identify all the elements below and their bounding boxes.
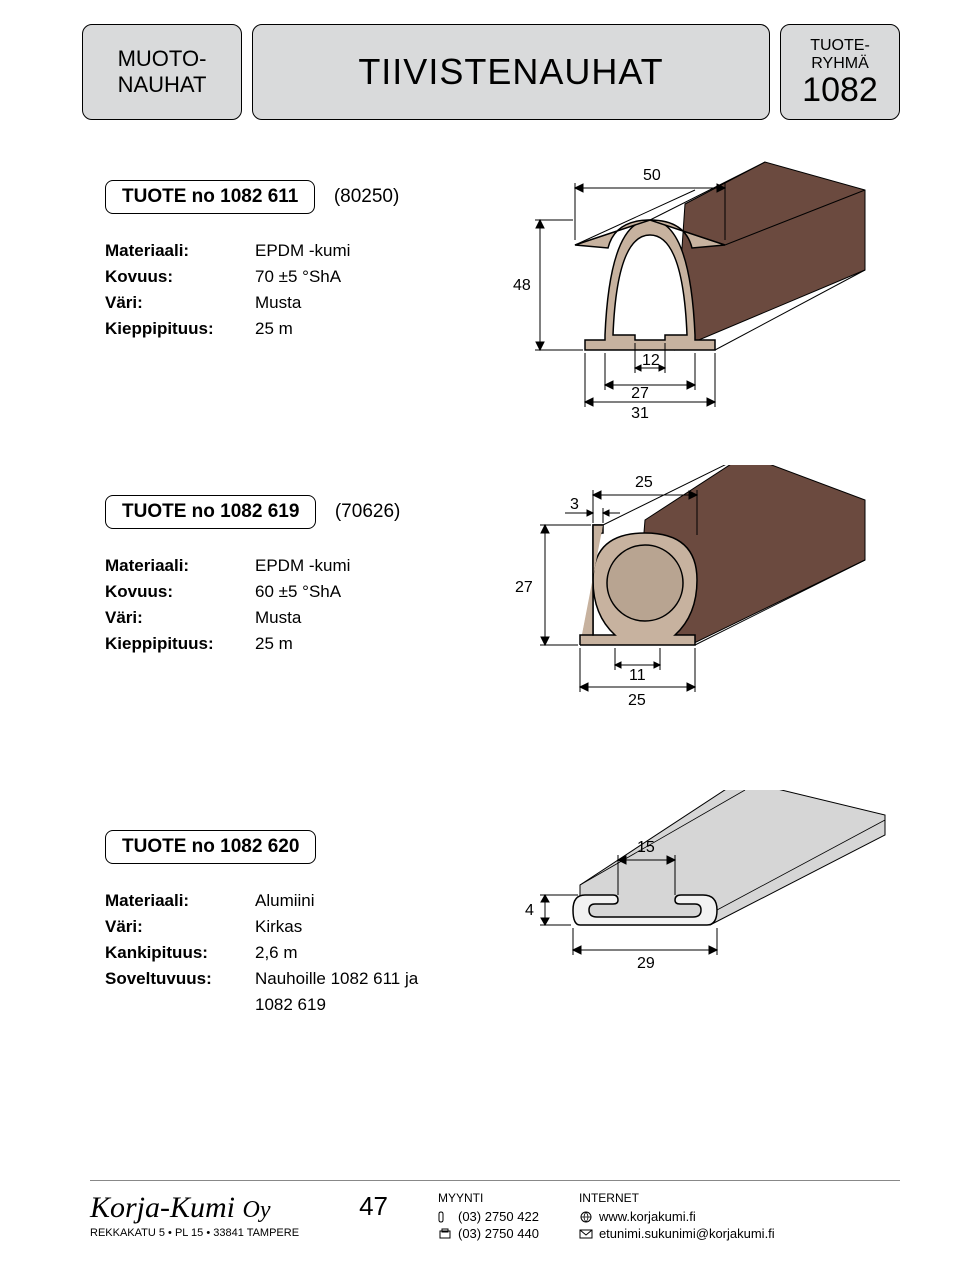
header-right-number: 1082 bbox=[802, 73, 878, 107]
footer-sales-column: MYYNTI (03) 2750 422 (03) 2750 440 bbox=[438, 1191, 539, 1243]
diagram-2: 25 3 27 11 25 bbox=[485, 465, 915, 745]
spec-label: Materiaali: bbox=[105, 241, 255, 261]
dim-value: 27 bbox=[515, 579, 533, 596]
spec-label: Materiaali: bbox=[105, 891, 255, 911]
company-address: REKKAKATU 5 • PL 15 • 33841 TAMPERE bbox=[90, 1227, 299, 1239]
website-url: www.korjakumi.fi bbox=[599, 1209, 696, 1224]
company-suffix: Oy bbox=[243, 1197, 271, 1223]
product-block-1: TUOTE no 1082 611 (80250) Materiaali:EPD… bbox=[105, 180, 885, 342]
header-right-box: TUOTE- RYHMÄ 1082 bbox=[780, 24, 900, 120]
email-address: etunimi.sukunimi@korjakumi.fi bbox=[599, 1226, 775, 1241]
spec-label: Soveltuvuus: bbox=[105, 969, 255, 989]
spec-value: EPDM -kumi bbox=[255, 241, 350, 261]
spec-value: EPDM -kumi bbox=[255, 556, 350, 576]
spec-label: Väri: bbox=[105, 608, 255, 628]
dim-value: 15 bbox=[637, 839, 655, 856]
spec-value: 25 m bbox=[255, 319, 293, 339]
globe-icon bbox=[579, 1211, 593, 1223]
dim-value: 3 bbox=[570, 496, 579, 513]
product-block-3: TUOTE no 1082 620 Materiaali:Alumiini Vä… bbox=[105, 830, 885, 1018]
spec-value: Nauhoille 1082 611 ja bbox=[255, 969, 418, 989]
spec-value: 60 ±5 °ShA bbox=[255, 582, 341, 602]
spec-value: Musta bbox=[255, 293, 301, 313]
spec-value: Musta bbox=[255, 608, 301, 628]
sales-header: MYYNTI bbox=[438, 1191, 539, 1205]
dim-value: 48 bbox=[513, 277, 531, 294]
phone-number: (03) 2750 422 bbox=[458, 1209, 539, 1224]
header-center-box: TIIVISTENAUHAT bbox=[252, 24, 770, 120]
header-left-line1: MUOTO- bbox=[118, 46, 207, 72]
dim-value: 27 bbox=[631, 385, 649, 402]
spec-value: Alumiini bbox=[255, 891, 315, 911]
phone-icon bbox=[438, 1211, 452, 1223]
spec-label: Väri: bbox=[105, 917, 255, 937]
page-footer: Korja-Kumi Oy REKKAKATU 5 • PL 15 • 3384… bbox=[90, 1180, 900, 1243]
spec-label: Kieppipituus: bbox=[105, 634, 255, 654]
product-title-2: TUOTE no 1082 619 bbox=[105, 495, 316, 529]
diagram-1: 50 48 12 27 31 bbox=[485, 150, 915, 430]
header-right-line1: TUOTE- bbox=[810, 37, 870, 55]
header-left-box: MUOTO- NAUHAT bbox=[82, 24, 242, 120]
internet-header: INTERNET bbox=[579, 1191, 775, 1205]
footer-internet-column: INTERNET www.korjakumi.fi etunimi.sukuni… bbox=[579, 1191, 775, 1243]
dim-value: 29 bbox=[637, 955, 655, 972]
dim-value: 11 bbox=[629, 667, 646, 684]
diagram-3: 15 4 29 bbox=[485, 790, 915, 1030]
dim-value: 31 bbox=[631, 405, 649, 422]
company-logo-text: Korja-Kumi Oy bbox=[90, 1191, 271, 1224]
spec-label: Kieppipituus: bbox=[105, 319, 255, 339]
product-block-2: TUOTE no 1082 619 (70626) Materiaali:EPD… bbox=[105, 495, 885, 657]
dim-value: 12 bbox=[642, 352, 660, 369]
dim-value: 25 bbox=[635, 474, 653, 491]
dim-value: 25 bbox=[628, 692, 646, 709]
dim-value: 50 bbox=[643, 167, 661, 184]
page-number: 47 bbox=[359, 1191, 388, 1222]
spec-label: Kovuus: bbox=[105, 267, 255, 287]
email-icon bbox=[579, 1228, 593, 1240]
spec-value: 25 m bbox=[255, 634, 293, 654]
product-title-3: TUOTE no 1082 620 bbox=[105, 830, 316, 864]
spec-label bbox=[105, 995, 255, 1015]
page-header: MUOTO- NAUHAT TIIVISTENAUHAT TUOTE- RYHM… bbox=[82, 24, 900, 120]
fax-icon bbox=[438, 1228, 452, 1240]
company-name: Korja-Kumi bbox=[90, 1191, 235, 1224]
product-code-1: (80250) bbox=[334, 186, 400, 208]
footer-company-block: Korja-Kumi Oy REKKAKATU 5 • PL 15 • 3384… bbox=[90, 1191, 299, 1239]
spec-label: Kankipituus: bbox=[105, 943, 255, 963]
spec-value: 1082 619 bbox=[255, 995, 326, 1015]
header-center-title: TIIVISTENAUHAT bbox=[358, 51, 663, 93]
spec-value: 2,6 m bbox=[255, 943, 298, 963]
product-title-1: TUOTE no 1082 611 bbox=[105, 180, 315, 214]
dim-value: 4 bbox=[525, 902, 534, 919]
product-code-2: (70626) bbox=[335, 501, 401, 523]
spec-value: Kirkas bbox=[255, 917, 302, 937]
spec-label: Kovuus: bbox=[105, 582, 255, 602]
spec-value: 70 ±5 °ShA bbox=[255, 267, 341, 287]
spec-label: Materiaali: bbox=[105, 556, 255, 576]
spec-label: Väri: bbox=[105, 293, 255, 313]
header-left-line2: NAUHAT bbox=[118, 72, 207, 98]
fax-number: (03) 2750 440 bbox=[458, 1226, 539, 1241]
